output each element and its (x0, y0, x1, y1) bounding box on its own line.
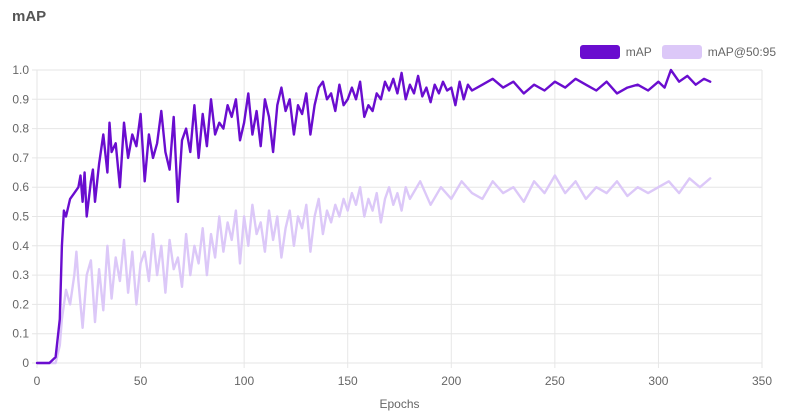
legend-label-map5095: mAP@50:95 (707, 45, 776, 59)
x-tick-label: 50 (134, 374, 148, 388)
legend-swatch-map (579, 45, 620, 59)
x-tick-label: 150 (338, 374, 358, 388)
y-tick-label: 0.8 (12, 122, 29, 136)
y-tick-label: 0.4 (12, 239, 29, 253)
series-line-map5095 (35, 174, 712, 365)
legend: mAP mAP@50:95 (570, 45, 776, 59)
legend-item-map[interactable]: mAP (579, 45, 652, 59)
x-tick-label: 100 (234, 374, 254, 388)
x-tick-label: 250 (545, 374, 565, 388)
x-tick-label: 350 (752, 374, 772, 388)
y-tick-label: 0.3 (12, 268, 29, 282)
y-tick-label: 1.0 (12, 63, 29, 77)
y-tick-label: 0.2 (12, 297, 29, 311)
legend-item-map5095[interactable]: mAP@50:95 (661, 45, 776, 59)
y-tick-label: 0 (22, 356, 29, 370)
x-axis-label: Epochs (379, 397, 419, 411)
y-tick-label: 0.7 (12, 151, 29, 165)
x-tick-label: 200 (441, 374, 461, 388)
y-tick-label: 0.9 (12, 92, 29, 106)
legend-swatch-map5095 (661, 45, 702, 59)
x-tick-label: 0 (34, 374, 41, 388)
y-tick-label: 0.1 (12, 327, 29, 341)
series-line-map (35, 68, 712, 365)
x-tick-label: 300 (648, 374, 668, 388)
y-tick-label: 0.5 (12, 210, 29, 224)
legend-label-map: mAP (625, 45, 652, 59)
chart-title: mAP (12, 8, 47, 25)
y-tick-label: 0.6 (12, 180, 29, 194)
